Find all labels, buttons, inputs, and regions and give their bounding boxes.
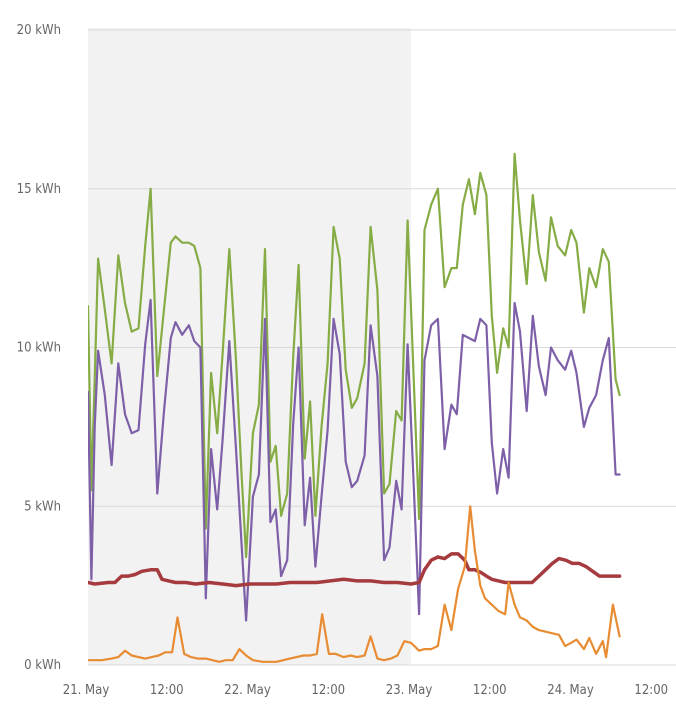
y-tick-label: 10 kWh: [17, 341, 61, 356]
y-tick-label: 15 kWh: [17, 182, 61, 197]
x-tick-label: 12:00: [150, 683, 184, 698]
series-line-1: [88, 152, 621, 559]
x-tick-label: 23. May: [386, 683, 433, 698]
x-tick-label: 24. May: [547, 683, 594, 698]
x-axis-tick-labels: 21. May 12:00 22. May 12:00 23. May 12:00 24. …: [63, 683, 668, 698]
x-tick-label: 21. May: [63, 683, 110, 698]
series-line-4: [88, 505, 621, 663]
series-line-2: [88, 298, 621, 622]
x-tick-label: 12:00: [473, 683, 507, 698]
y-tick-label: 20 kWh: [17, 23, 61, 38]
series-layer: [88, 152, 622, 663]
y-axis-tick-labels: 0 kWh 5 kWh 10 kWh 15 kWh 20 kWh: [17, 23, 61, 673]
x-tick-label: 12:00: [311, 683, 345, 698]
y-tick-label: 5 kWh: [24, 499, 61, 514]
x-tick-label: 22. May: [224, 683, 271, 698]
x-tick-label: 12:00: [634, 683, 668, 698]
y-tick-label: 0 kWh: [24, 658, 61, 673]
series-line-3: [88, 552, 622, 588]
